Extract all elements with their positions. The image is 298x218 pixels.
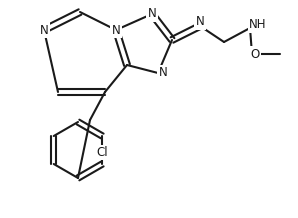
Text: N: N: [159, 66, 167, 80]
Text: NH: NH: [249, 19, 267, 31]
Text: O: O: [250, 48, 260, 61]
Text: Cl: Cl: [97, 146, 108, 159]
Text: N: N: [195, 15, 204, 29]
Text: N: N: [40, 24, 48, 36]
Text: N: N: [148, 7, 156, 20]
Text: N: N: [112, 24, 120, 36]
